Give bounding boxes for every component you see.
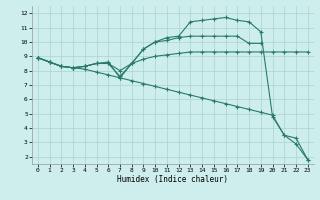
X-axis label: Humidex (Indice chaleur): Humidex (Indice chaleur) (117, 175, 228, 184)
